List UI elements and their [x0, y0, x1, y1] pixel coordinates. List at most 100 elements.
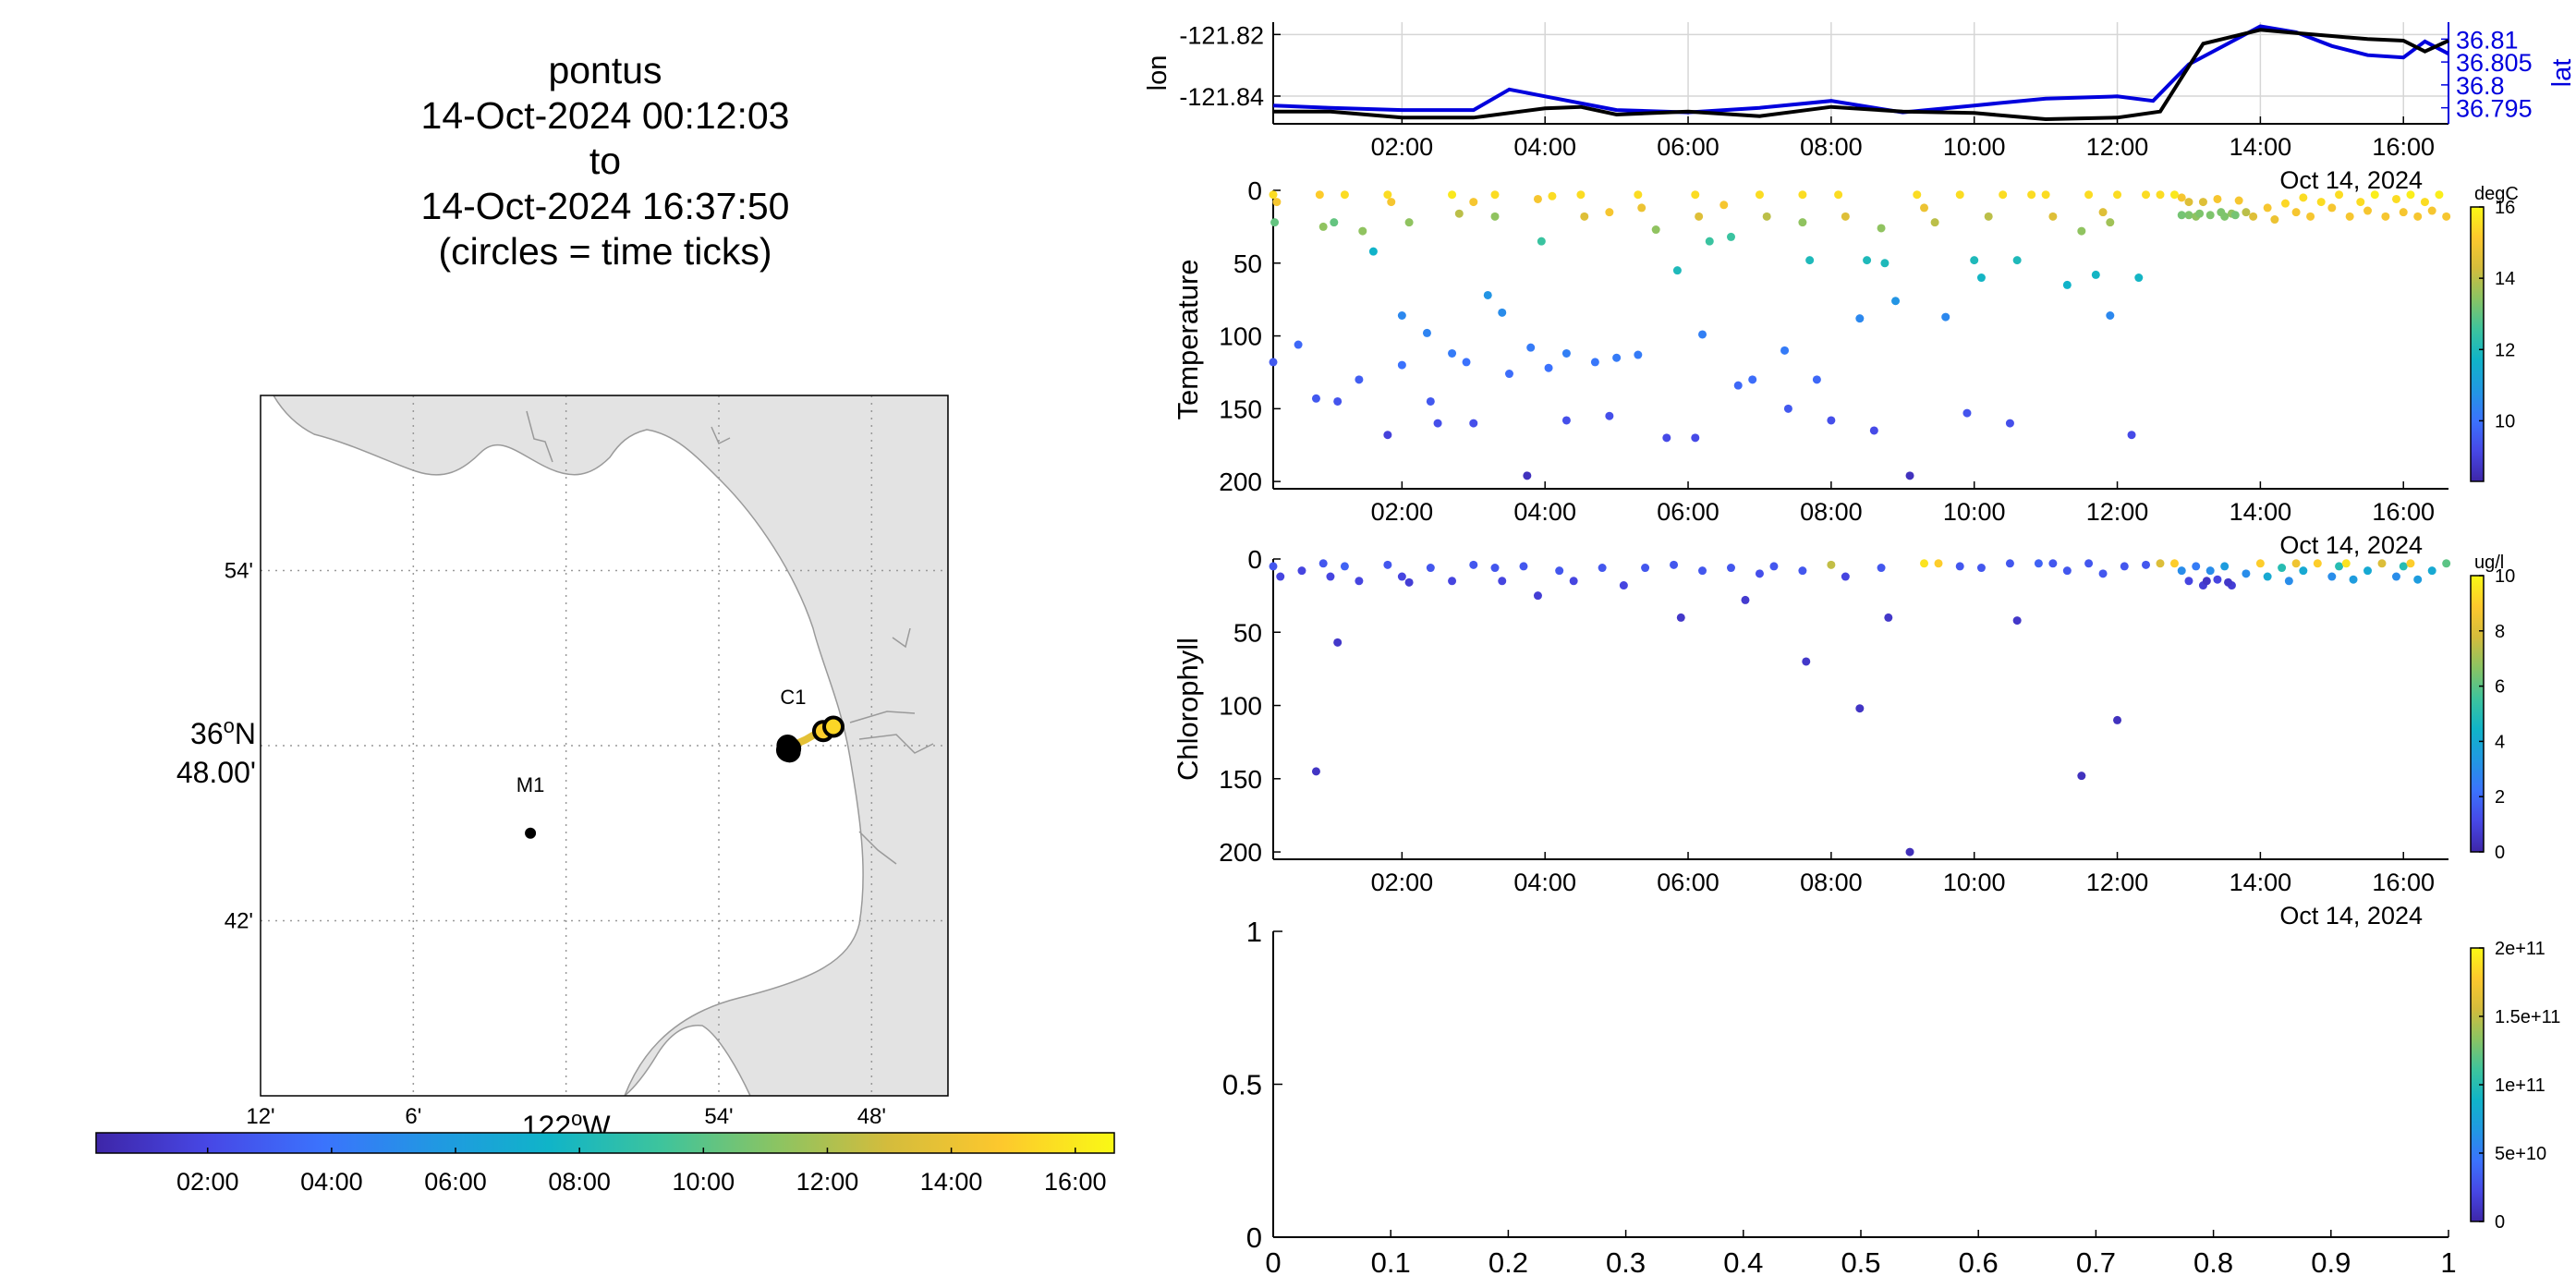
chlorophyll-data-point	[2255, 559, 2265, 568]
chlorophyll-data-point	[2284, 577, 2293, 586]
lon-ytick-label: -121.82	[1179, 21, 1264, 49]
temperature-data-point	[1580, 212, 1589, 221]
chlorophyll-xtick-label: 14:00	[2230, 869, 2292, 896]
empty-panel: 0 0.1 0.2 0.3 0.4 0.5 0.6 0.7 0.8 0.9 1 1 0.5 0 2e+11 1…	[1222, 916, 2560, 1279]
temperature-units-label: degC	[2474, 184, 2519, 204]
chlorophyll-data-point	[1827, 560, 1836, 569]
temperature-data-point	[1504, 370, 1513, 379]
lat-ytick-label: 36.805	[2456, 49, 2533, 77]
temperature-data-point	[1612, 353, 1622, 362]
chlorophyll-colorbar-label: 6	[2495, 677, 2505, 698]
chlorophyll-data-point	[1884, 613, 1893, 622]
temperature-data-point	[1855, 314, 1865, 323]
chlorophyll-data-point	[1340, 562, 1349, 571]
temperature-data-point	[1920, 203, 1929, 213]
chlorophyll-data-point	[1802, 657, 1811, 666]
temperature-data-point	[1805, 256, 1815, 265]
temperature-data-point	[1526, 343, 1536, 352]
temperature-data-point	[2399, 208, 2408, 217]
temperature-data-point	[2134, 273, 2144, 283]
map-lon-tick-label: 54'	[704, 1104, 733, 1129]
empty-xtick-label: 0.5	[1841, 1246, 1880, 1279]
chlorophyll-data-point	[1326, 572, 1335, 581]
lonlat-xtick-label: 08:00	[1800, 133, 1863, 161]
temperature-data-point	[1634, 190, 1643, 200]
temperature-data-point	[2169, 190, 2179, 200]
temperature-data-point	[2091, 270, 2100, 279]
chlorophyll-xtick-label: 10:00	[1943, 869, 2006, 896]
title-start-time: 14-Oct-2024 00:12:03	[420, 94, 790, 137]
chlorophyll-data-point	[1469, 560, 1478, 569]
temperature-data-point	[2027, 190, 2036, 200]
chlorophyll-data-point	[1676, 613, 1685, 622]
temperature-data-point	[1561, 348, 1571, 358]
chlorophyll-data-point	[2205, 566, 2215, 576]
chlorophyll-data-point	[1355, 577, 1364, 586]
temperature-data-point	[2413, 212, 2423, 221]
temperature-data-point	[1533, 194, 1542, 203]
lon-series-line	[1273, 28, 2449, 122]
chlorophyll-data-point	[1448, 577, 1457, 586]
empty-xtick-label: 0.4	[1723, 1246, 1763, 1279]
chlorophyll-ytick-label: 200	[1219, 838, 1262, 867]
temperature-data-point	[1294, 340, 1303, 349]
station-label: C1	[780, 686, 806, 709]
chlorophyll-colorbar	[2470, 575, 2485, 853]
temperature-data-point	[2177, 193, 2186, 202]
empty-xtick-label: 0.6	[1959, 1246, 1999, 1279]
temperature-data-point	[2442, 212, 2451, 221]
temperature-data-point	[1387, 198, 1396, 207]
temperature-data-point	[2127, 431, 2136, 440]
chlorophyll-data-point	[1755, 569, 1764, 578]
temperature-data-point	[1448, 190, 1457, 200]
temperature-data-point	[1544, 363, 1553, 372]
map-lon-tick-label: 6'	[405, 1104, 421, 1129]
estuary-line	[858, 831, 897, 865]
temperature-data-point	[2335, 190, 2344, 200]
empty-colorbar-label: 2e+11	[2495, 939, 2546, 959]
temperature-data-point	[1433, 419, 1442, 428]
station-label: M1	[516, 773, 545, 796]
temperature-data-point	[1698, 330, 1707, 339]
temperature-data-point	[1548, 191, 1557, 200]
chlorophyll-data-point	[1855, 704, 1865, 713]
temperature-data-point	[1397, 360, 1406, 370]
chlorophyll-data-point	[1841, 572, 1850, 581]
chlorophyll-data-point	[1333, 638, 1343, 647]
chlorophyll-data-point	[2184, 577, 2193, 586]
temperature-data-point	[2242, 208, 2251, 217]
chlorophyll-data-point	[1533, 591, 1542, 601]
temperature-data-point	[1877, 224, 1886, 233]
temperature-data-point	[1780, 346, 1790, 355]
temperature-data-point	[2156, 190, 2165, 200]
chlorophyll-xtick-label: 02:00	[1371, 869, 1434, 896]
chlorophyll-data-point	[1769, 562, 1779, 571]
map-lat-tick-label: 54'	[225, 559, 253, 584]
chlorophyll-data-point	[1726, 564, 1735, 573]
temperature-data-point	[1863, 256, 1872, 265]
chlorophyll-data-point	[2442, 559, 2451, 568]
temperature-ytick-label: 50	[1233, 249, 1262, 278]
chlorophyll-data-point	[2213, 575, 2222, 584]
temperature-data-point	[1705, 237, 1714, 246]
temperature-data-point	[1315, 190, 1324, 200]
temperature-data-point	[1383, 190, 1392, 200]
estuary-line	[858, 734, 934, 754]
temperature-data-point	[1422, 328, 1431, 337]
temperature-data-point	[1726, 232, 1735, 241]
temperature-data-point	[1869, 426, 1878, 435]
temperature-data-point	[1330, 218, 1339, 227]
chlorophyll-ytick-label: 50	[1233, 618, 1262, 647]
temperature-data-point	[2048, 212, 2058, 221]
chlorophyll-colorbar-label: 4	[2495, 732, 2505, 752]
temperature-data-point	[1651, 225, 1660, 235]
chlorophyll-data-point	[1955, 562, 1964, 571]
temperature-data-point	[1605, 208, 1614, 217]
temperature-data-point	[2098, 208, 2108, 217]
temperature-data-point	[1672, 266, 1682, 275]
lat-axis-label: lat	[2547, 59, 2576, 88]
temperature-data-point	[1798, 218, 1807, 227]
temperature-data-point	[1561, 416, 1571, 425]
